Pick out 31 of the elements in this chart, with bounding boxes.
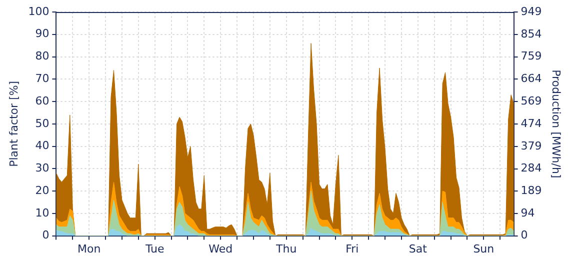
x-tick-label: Sun (473, 242, 494, 256)
y2-axis-title: Production [MWh/h] (550, 70, 563, 178)
x-tick-label: Thu (275, 242, 297, 256)
x-tick-label: Fri (346, 242, 359, 256)
x-tick-label: Wed (208, 242, 233, 256)
y-tick-label: 40 (35, 139, 50, 152)
y-tick-label: 0 (42, 228, 50, 242)
x-tick-label: Tue (144, 242, 164, 256)
y2-tick-label: 189 (520, 184, 542, 198)
y2-tick-label: 474 (520, 116, 542, 130)
y-tick-label: 30 (35, 162, 50, 175)
y-tick-label: 60 (35, 94, 50, 108)
y2-tick-label: 569 (520, 94, 542, 108)
y2-tick-label: 664 (520, 72, 542, 86)
y-tick-label: 100 (28, 4, 50, 18)
y2-tick-label: 379 (520, 139, 542, 152)
y-tick-label: 80 (35, 50, 50, 63)
y-tick-label: 10 (35, 206, 50, 220)
y2-tick-label: 949 (520, 4, 542, 18)
y2-tick-label: 94 (520, 206, 535, 220)
y2-tick-label: 854 (520, 27, 542, 40)
x-tick-label: Sat (408, 242, 428, 256)
y2-tick-label: 759 (520, 50, 542, 63)
y-tick-label: 70 (35, 72, 50, 85)
y2-tick-label: 284 (520, 162, 542, 175)
y-tick-label: 90 (35, 27, 50, 40)
y-axis-title: Plant factor [%] (7, 80, 20, 167)
y-tick-label: 20 (35, 184, 50, 197)
y-tick-label: 50 (35, 116, 50, 130)
y2-tick-label: 0 (520, 228, 528, 242)
x-tick-label: Mon (77, 242, 101, 256)
